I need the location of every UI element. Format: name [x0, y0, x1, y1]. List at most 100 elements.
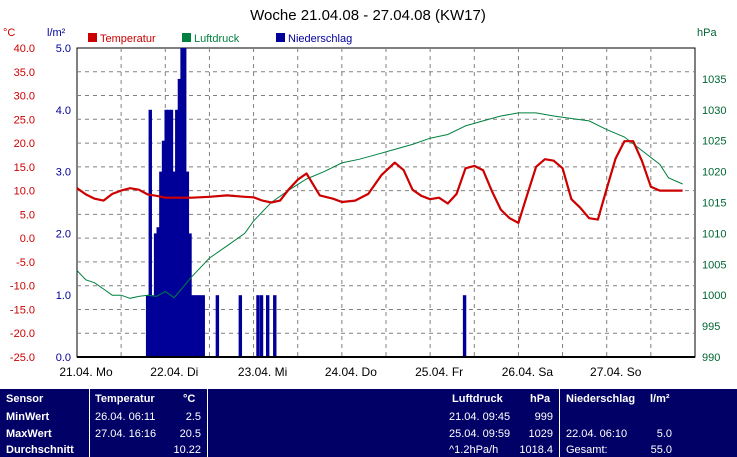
pressure-tick-label: 1010 — [702, 228, 726, 240]
temperature-tick-label: 35.0 — [14, 67, 35, 79]
temperature-tick-label: 20.0 — [14, 138, 35, 150]
rain-tick-label: 3.0 — [56, 167, 71, 179]
legend-label: Luftdruck — [194, 33, 240, 45]
rain-tick-label: 2.0 — [56, 228, 71, 240]
chart-title: Woche 21.04.08 - 27.04.08 (KW17) — [250, 7, 486, 24]
rain-bar — [238, 295, 243, 357]
header-rain-unit: l/m² — [650, 393, 670, 405]
rain-bar — [151, 295, 155, 357]
rain-bar — [175, 109, 179, 357]
chart-canvas: 40.0 35.0 30.0 25.0 20.0 15.0 10.0 5.0 0.0 -5.0 -1… — [3, 7, 726, 379]
rain-bar — [185, 171, 190, 357]
rain-bar — [145, 295, 150, 357]
rain-axis-unit: l/m² — [47, 27, 66, 39]
rain-bar — [161, 140, 166, 357]
temp-average-value: 10.22 — [173, 444, 201, 456]
rain-bar — [193, 295, 198, 357]
rain-bar — [153, 233, 158, 357]
temperature-tick-label: 30.0 — [14, 91, 35, 103]
legend-label: Temperatur — [100, 33, 156, 45]
pressure-min-time: 21.04. 09:45 — [449, 411, 511, 423]
pressure-tick-label: 1000 — [702, 290, 726, 302]
temperature-tick-label: 10.0 — [14, 186, 35, 198]
rain-max-value: 5.0 — [656, 428, 672, 440]
header-temperature-unit: °C — [183, 393, 196, 405]
col-separator — [207, 388, 208, 457]
x-tick-label: 22.04. Di — [150, 365, 198, 379]
temperature-tick-label: 5.0 — [20, 209, 35, 221]
rain-bar — [198, 295, 203, 357]
temperature-tick-label: 40.0 — [14, 43, 35, 55]
rain-bar — [159, 171, 163, 357]
header-sensor: Sensor — [6, 393, 44, 405]
header-pressure: Luftdruck — [452, 393, 503, 405]
x-tick-label: 23.04. Mi — [238, 365, 287, 379]
rain-bar — [164, 109, 168, 357]
col-separator — [89, 388, 90, 457]
row-label-max: MaxWert — [6, 428, 52, 440]
temperature-tick-label: -20.0 — [10, 328, 35, 340]
x-tick-label: 27.04. So — [590, 365, 642, 379]
pressure-tick-label: 990 — [702, 352, 720, 364]
pressure-max-value: 1029 — [528, 428, 553, 440]
rain-bar — [169, 109, 174, 357]
pressure-line — [76, 112, 683, 299]
pressure-tick-label: 1030 — [702, 105, 726, 117]
rain-bar — [188, 233, 192, 357]
pressure-tick-label: 995 — [702, 321, 720, 333]
legend-label: Niederschlag — [288, 33, 352, 45]
rain-max-time: 22.04. 06:10 — [566, 428, 628, 440]
pressure-tick-label: 1025 — [702, 136, 726, 148]
pressure-axis-unit: hPa — [697, 27, 717, 39]
rain-bar — [196, 295, 200, 357]
rain-bar — [190, 295, 195, 357]
temp-min-time: 26.04. 06:11 — [95, 411, 156, 423]
rain-bar — [148, 109, 152, 357]
temperature-tick-label: -15.0 — [10, 304, 35, 316]
pressure-average-value: 1018.4 — [519, 444, 553, 456]
rain-bar — [180, 48, 184, 357]
temperature-axis-unit: °C — [3, 27, 15, 39]
rain-bar — [256, 295, 260, 357]
legend-swatch — [276, 33, 285, 42]
rain-total-value: 55.0 — [650, 444, 672, 456]
pressure-max-time: 25.04. 09:59 — [449, 428, 511, 440]
rain-tick-label: 1.0 — [56, 290, 71, 302]
x-tick-label: 24.04. Do — [325, 365, 377, 379]
stats-table: Sensor Temperatur °C Luftdruck hPa Niede… — [0, 388, 737, 457]
col-separator — [559, 388, 560, 457]
row-label-average: Durchschnitt — [6, 444, 74, 456]
temp-min-value: 2.5 — [185, 411, 201, 423]
rain-bar — [215, 295, 220, 357]
temperature-line — [76, 140, 683, 224]
rain-bar — [201, 295, 205, 357]
temperature-tick-label: 15.0 — [14, 162, 35, 174]
temp-max-time: 27.04. 16:16 — [95, 428, 157, 440]
rain-bar — [273, 295, 277, 357]
pressure-tick-label: 1015 — [702, 198, 726, 210]
temperature-tick-label: -5.0 — [16, 257, 35, 269]
pressure-trend: ^1.2hPa/h — [449, 444, 499, 456]
temperature-tick-label: 25.0 — [14, 114, 35, 126]
temperature-tick-label: -25.0 — [10, 352, 35, 364]
x-tick-label: 26.04. Sa — [502, 365, 554, 379]
legend-swatch — [88, 33, 97, 42]
weather-chart: 40.0 35.0 30.0 25.0 20.0 15.0 10.0 5.0 0.0 -5.0 -1… — [3, 7, 726, 379]
rain-tick-label: 0.0 — [56, 352, 71, 364]
rain-bar — [172, 171, 176, 357]
header-temperature: Temperatur — [95, 393, 155, 405]
x-tick-label: 21.04. Mo — [59, 365, 113, 379]
rain-bar — [265, 295, 270, 357]
rain-tick-label: 5.0 — [56, 43, 71, 55]
temp-max-value: 20.5 — [179, 428, 201, 440]
rain-bar — [259, 295, 264, 357]
rain-bar — [156, 227, 160, 357]
pressure-tick-label: 1005 — [702, 259, 726, 271]
header-rain: Niederschlag — [566, 393, 636, 405]
rain-bar — [462, 295, 467, 357]
pressure-tick-label: 1035 — [702, 74, 726, 86]
rain-bar — [167, 109, 171, 357]
rain-bar — [177, 78, 182, 358]
row-label-min: MinWert — [6, 411, 50, 423]
rain-bar — [183, 48, 187, 357]
